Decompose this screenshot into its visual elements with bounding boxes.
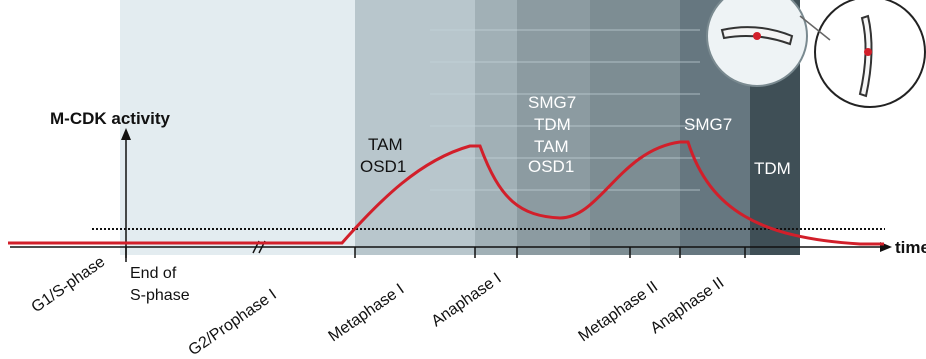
reg-metaphase1-tam: TAM <box>368 135 403 154</box>
cdk-activity-curve <box>8 140 884 246</box>
y-axis-arrowhead <box>121 128 131 140</box>
band-anaphase1 <box>475 0 517 255</box>
time-ticks <box>125 247 746 258</box>
background-texture <box>430 29 700 191</box>
reg-group2-tam: TAM <box>534 137 569 156</box>
reg-late-tdm: TDM <box>754 159 791 178</box>
phase-bands <box>120 0 800 255</box>
phase-label-metaphase2: Metaphase II <box>576 278 662 345</box>
reg-group2-smg7: SMG7 <box>528 93 576 112</box>
band-prophase <box>120 0 355 255</box>
x-axis-label: time <box>895 238 926 257</box>
phase-label-anaphase1: Anaphase I <box>429 270 505 330</box>
phase-label-g2-prophase1: G2/Prophase I <box>186 286 280 359</box>
phase-label-g1s: G1/S-phase <box>29 253 109 316</box>
reg-metaphase1-osd1: OSD1 <box>360 157 406 176</box>
cell-illustration-anaphase2 <box>799 0 926 108</box>
phase-label-metaphase1: Metaphase I <box>326 281 408 345</box>
end-s-phase-line1: End of <box>130 265 177 282</box>
y-axis-label: M-CDK activity <box>50 109 171 128</box>
end-s-phase-line2: S-phase <box>130 287 190 304</box>
phase-label-anaphase2: Anaphase II <box>648 274 728 337</box>
reg-group2-osd1: OSD1 <box>528 157 574 176</box>
reg-anaphase2-smg7: SMG7 <box>684 115 732 134</box>
cell-illustration-metaphase2 <box>706 0 808 87</box>
band-metaphase2 <box>590 0 680 255</box>
band-metaphase1 <box>355 0 475 255</box>
reg-group2-tdm: TDM <box>534 115 571 134</box>
